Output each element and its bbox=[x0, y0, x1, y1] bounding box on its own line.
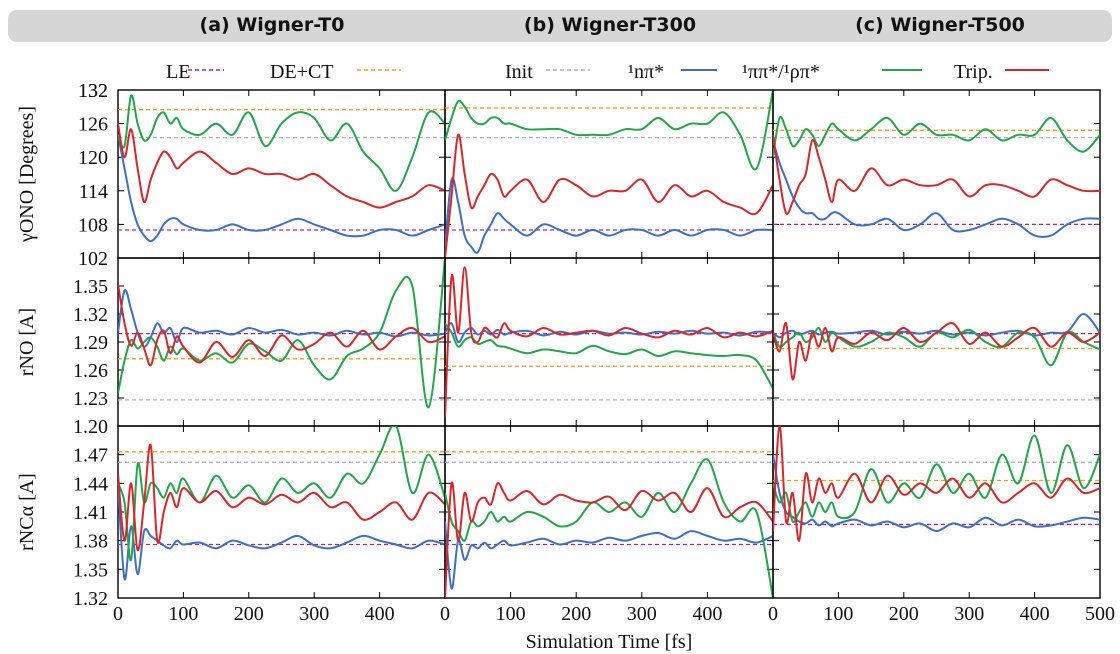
series-line bbox=[118, 123, 445, 209]
panel-plot-area bbox=[118, 426, 445, 581]
series-line bbox=[773, 327, 1100, 367]
x-tick-label: 200 bbox=[889, 603, 919, 625]
series-line bbox=[118, 258, 445, 409]
y-tick-label: 1.23 bbox=[73, 388, 108, 410]
panel-plot-area bbox=[118, 94, 445, 243]
panel-plot-area bbox=[445, 451, 773, 598]
y-tick-label: 1.20 bbox=[73, 416, 108, 438]
x-tick-label: 400 bbox=[365, 603, 395, 625]
y-tick-label: 1.47 bbox=[73, 445, 108, 467]
series-line bbox=[773, 322, 1100, 381]
series-line bbox=[445, 133, 773, 258]
series-line bbox=[118, 283, 445, 367]
series-line bbox=[445, 458, 773, 598]
y-tick-label: 1.38 bbox=[73, 531, 108, 553]
x-tick-label: 0 bbox=[768, 603, 778, 625]
y-tick-label: 1.35 bbox=[73, 559, 108, 581]
y-tick-label: 1.26 bbox=[73, 360, 108, 382]
y-tick-label: 132 bbox=[78, 80, 108, 102]
panel-frame bbox=[772, 89, 1101, 259]
y-tick-label: 1.29 bbox=[73, 332, 108, 354]
panel-title-bar bbox=[8, 10, 1112, 42]
y-axis-label: rNO [A] bbox=[16, 308, 38, 376]
x-tick-label: 0 bbox=[440, 603, 450, 625]
series-line bbox=[445, 177, 773, 254]
panel-title-a: (a) Wigner-T0 bbox=[199, 14, 345, 36]
series-line bbox=[445, 322, 773, 344]
legend-label: ¹nπ* bbox=[628, 61, 664, 83]
series-line bbox=[118, 483, 445, 581]
y-tick-label: 1.32 bbox=[73, 588, 108, 610]
y-tick-label: 114 bbox=[79, 181, 108, 203]
legend-label: DE+CT bbox=[270, 61, 334, 83]
series-line bbox=[118, 443, 445, 552]
panel-frame bbox=[772, 425, 1101, 599]
panel-plot-area bbox=[445, 266, 773, 417]
panel-frame bbox=[772, 257, 1101, 427]
x-tick-label: 400 bbox=[1020, 603, 1050, 625]
series-line bbox=[118, 134, 445, 243]
panel-plot-area bbox=[445, 90, 773, 258]
series-line bbox=[773, 140, 1100, 238]
x-tick-label: 500 bbox=[1085, 603, 1115, 625]
y-tick-label: 1.35 bbox=[73, 276, 108, 298]
legend-label: Trip. bbox=[954, 61, 993, 83]
series-line bbox=[773, 134, 1100, 215]
y-tick-label: 1.44 bbox=[73, 473, 108, 495]
x-tick-label: 300 bbox=[954, 603, 984, 625]
series-line bbox=[773, 434, 1100, 524]
series-line bbox=[118, 289, 445, 348]
x-tick-label: 100 bbox=[823, 603, 853, 625]
panel-title-b: (b) Wigner-T300 bbox=[523, 14, 697, 36]
x-tick-label: 300 bbox=[299, 603, 329, 625]
x-tick-label: 0 bbox=[113, 603, 123, 625]
series-line bbox=[773, 115, 1100, 158]
panel-plot-area bbox=[773, 115, 1100, 238]
x-tick-label: 200 bbox=[561, 603, 591, 625]
legend-label: Init bbox=[505, 61, 533, 83]
panel-plot-area bbox=[773, 312, 1100, 401]
y-tick-label: 1.32 bbox=[73, 304, 108, 326]
series-line bbox=[118, 426, 445, 561]
x-tick-label: 100 bbox=[168, 603, 198, 625]
series-line bbox=[445, 90, 773, 171]
panel-title-c: (c) Wigner-T500 bbox=[855, 14, 1025, 36]
y-tick-label: 1.41 bbox=[73, 502, 108, 524]
y-tick-label: 108 bbox=[78, 214, 108, 236]
x-axis-label: Simulation Time [fs] bbox=[526, 631, 693, 653]
x-tick-label: 100 bbox=[496, 603, 526, 625]
x-tick-label: 200 bbox=[234, 603, 264, 625]
legend-label: LE bbox=[166, 61, 190, 83]
x-tick-label: 400 bbox=[692, 603, 722, 625]
x-tick-label: 300 bbox=[627, 603, 657, 625]
y-tick-label: 132 bbox=[78, 80, 108, 102]
y-tick-label: 126 bbox=[78, 114, 108, 136]
y-tick-label: 120 bbox=[78, 147, 108, 169]
series-line bbox=[445, 521, 773, 590]
y-tick-label: 102 bbox=[78, 248, 108, 270]
y-axis-label: γONO [Degrees] bbox=[16, 106, 38, 243]
series-line bbox=[773, 426, 1100, 542]
series-line bbox=[445, 481, 773, 598]
panel-plot-area bbox=[773, 426, 1100, 542]
series-line bbox=[445, 266, 773, 417]
panel-plot-area bbox=[118, 258, 445, 409]
legend-label: ¹ππ*/¹ρπ* bbox=[742, 61, 820, 83]
series-line bbox=[118, 94, 445, 192]
y-axis-label: rNCα [A] bbox=[16, 473, 38, 551]
